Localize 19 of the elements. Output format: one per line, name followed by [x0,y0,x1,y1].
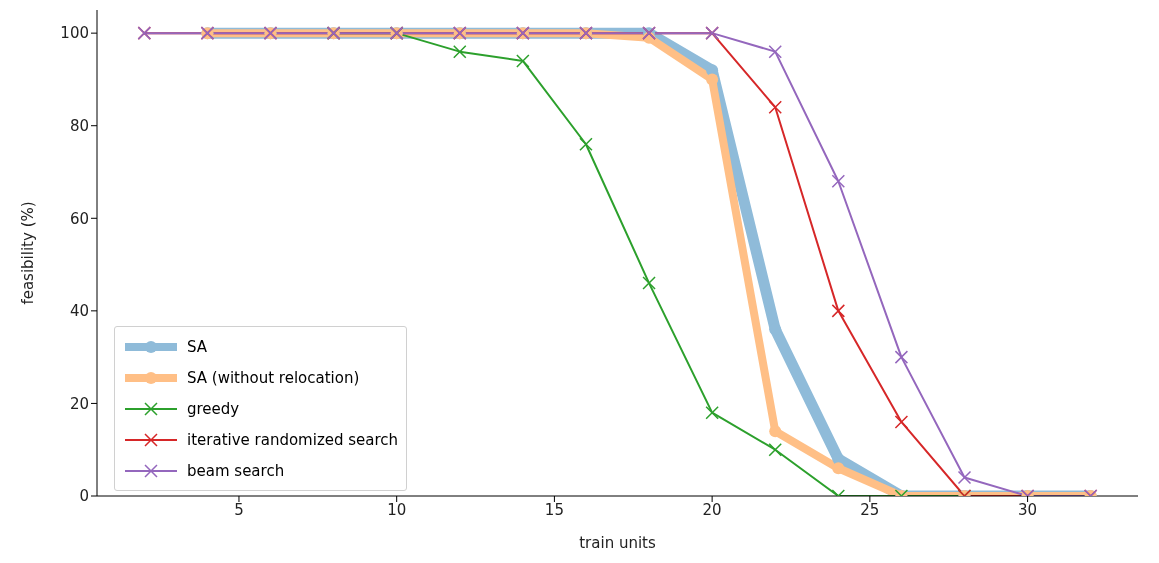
legend-label: SA (without relocation) [187,368,360,387]
legend-label: beam search [187,461,285,480]
legend-label: greedy [187,399,240,418]
y-tick-label: 60 [69,209,89,228]
y-axis-title: feasibility (%) [19,201,38,305]
y-tick-label: 0 [79,487,89,506]
legend-label: SA [187,337,208,356]
legend-label: iterative randomized search [187,430,399,449]
x-tick-label: 25 [860,500,880,519]
x-tick-label: 20 [702,500,722,519]
x-tick-label: 10 [387,500,407,519]
x-axis-title: train units [579,534,656,552]
y-tick-label: 100 [60,24,89,43]
y-tick-label: 20 [69,394,89,413]
y-tick-label: 40 [69,302,89,321]
x-tick-label: 5 [234,500,244,519]
y-tick-label: 80 [69,117,89,136]
x-tick-label: 15 [544,500,564,519]
x-tick-label: 30 [1018,500,1038,519]
